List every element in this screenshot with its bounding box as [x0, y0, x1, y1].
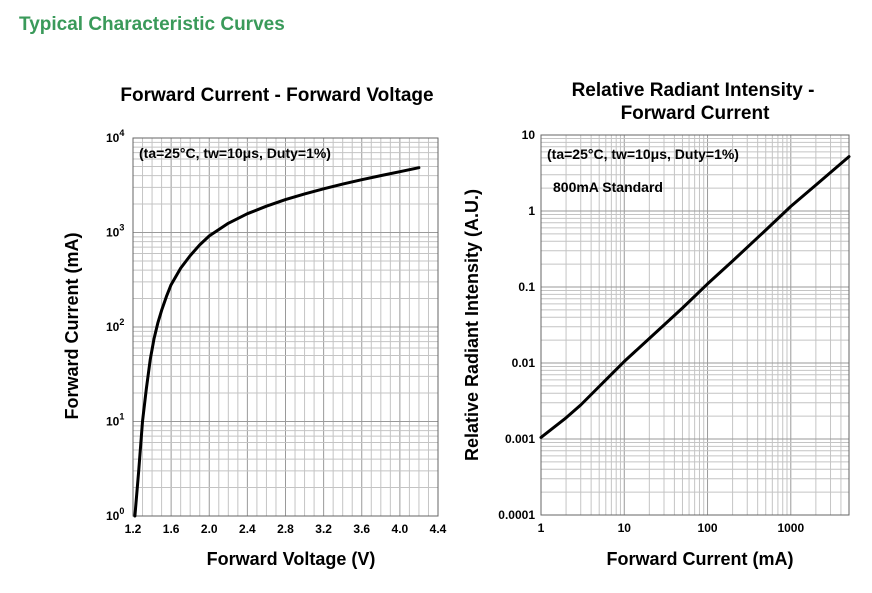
chart1-x-axis-label: Forward Voltage (V) [207, 549, 376, 569]
chart2-x-ticks: 1 10 100 1000 [538, 521, 805, 535]
chart1-x-tick-label: 4.0 [392, 522, 409, 536]
chart1-x-tick-label: 1.6 [163, 522, 180, 536]
chart2-annotation: (ta=25°C, tw=10μs, Duty=1%) [547, 146, 739, 162]
chart1-y-axis-label: Forward Current (mA) [62, 232, 82, 419]
chart1-plot-frame [132, 137, 439, 517]
chart1-y-tick-label: 104 [106, 128, 124, 145]
chart1-x-tick-label: 3.6 [353, 522, 370, 536]
chart1-x-tick-label: 2.4 [239, 522, 256, 536]
chart1-y-tick-label: 102 [106, 317, 124, 334]
chart1-series-line [133, 166, 421, 518]
chart2-series-line [539, 155, 851, 439]
chart2-x-tick-label: 10 [618, 521, 632, 535]
chart2-y-axis-label: Relative Radiant Intensity (A.U.) [462, 189, 482, 461]
chart1-x-tick-label: 1.2 [125, 522, 142, 536]
chart2-y-tick-label: 10 [522, 128, 536, 142]
chart2-x-tick-label: 1000 [777, 521, 804, 535]
chart2-y-tick-label: 1 [528, 204, 535, 218]
chart1-x-tick-label: 2.0 [201, 522, 218, 536]
chart1-y-ticks: 100 101 102 103 104 [106, 128, 124, 523]
chart2-grid [540, 135, 850, 516]
chart1-x-tick-label: 3.2 [315, 522, 332, 536]
chart2-plot-frame [540, 134, 850, 516]
chart2-title-line1: Relative Radiant Intensity - [572, 80, 815, 101]
chart1-title: Forward Current - Forward Voltage [120, 85, 433, 106]
chart2-x-axis-label: Forward Current (mA) [606, 549, 793, 569]
chart1-y-tick-label: 103 [106, 223, 124, 240]
chart1-x-ticks: 1.2 1.6 2.0 2.4 2.8 3.2 3.6 4.0 4.4 [125, 522, 447, 536]
chart2-title-line2: Forward Current [621, 103, 771, 124]
chart2-x-tick-label: 100 [698, 521, 718, 535]
chart2-y-tick-label: 0.001 [505, 432, 535, 446]
chart1-grid [132, 138, 439, 517]
chart2-annotation-standard: 800mA Standard [553, 179, 663, 195]
chart2-y-tick-label: 0.0001 [498, 508, 535, 522]
chart2-x-tick-label: 1 [538, 521, 545, 535]
section-title: Typical Characteristic Curves [19, 14, 285, 35]
chart1-y-tick-label: 100 [106, 506, 124, 523]
chart2-y-tick-label: 0.1 [518, 280, 535, 294]
chart2-y-tick-label: 0.01 [512, 356, 536, 370]
chart1-annotation: (ta=25°C, tw=10μs, Duty=1%) [139, 145, 331, 161]
chart1-x-tick-label: 2.8 [277, 522, 294, 536]
chart1-x-tick-label: 4.4 [430, 522, 447, 536]
chart1-y-tick-label: 101 [106, 412, 124, 429]
chart2-y-ticks: 0.0001 0.001 0.01 0.1 1 10 [498, 128, 535, 522]
